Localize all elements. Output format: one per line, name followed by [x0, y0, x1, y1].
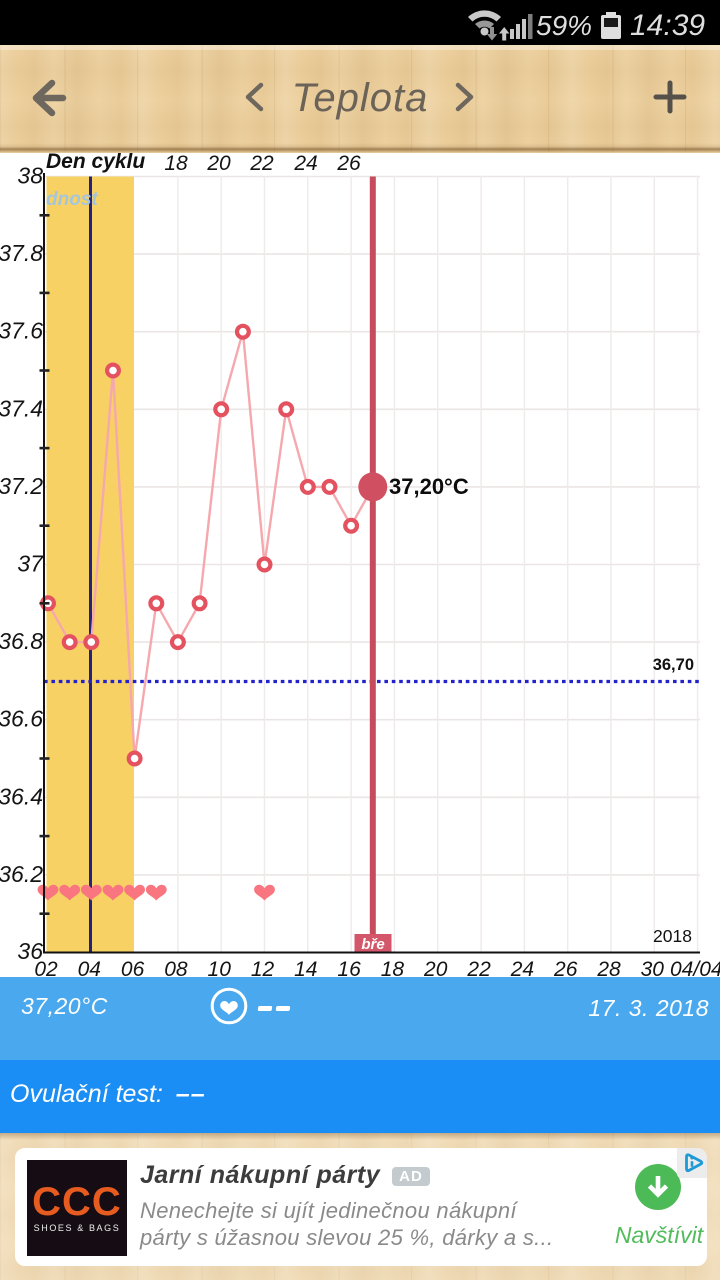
svg-text:37.6: 37.6 — [0, 318, 43, 344]
svg-text:18: 18 — [164, 153, 188, 175]
svg-text:59%: 59% — [536, 10, 592, 41]
svg-text:30: 30 — [641, 958, 665, 977]
svg-text:06: 06 — [121, 958, 145, 977]
svg-text:16: 16 — [337, 958, 361, 977]
svg-text:36,70: 36,70 — [653, 656, 694, 674]
svg-text:20: 20 — [206, 153, 231, 175]
svg-text:bře: bře — [361, 936, 384, 953]
svg-text:Teplota: Teplota — [292, 76, 429, 120]
svg-text:38: 38 — [17, 163, 43, 189]
svg-text:36: 36 — [17, 938, 43, 964]
svg-text:37.2: 37.2 — [0, 473, 43, 499]
svg-text:37.4: 37.4 — [0, 395, 43, 421]
svg-text:10: 10 — [208, 958, 232, 977]
svg-text:28: 28 — [596, 958, 621, 977]
svg-text:37: 37 — [17, 551, 44, 577]
svg-text:14: 14 — [294, 958, 317, 977]
svg-text:Den cyklu: Den cyklu — [46, 153, 145, 173]
svg-text:24: 24 — [293, 153, 317, 175]
svg-text:04/04: 04/04 — [670, 958, 720, 977]
svg-text:26: 26 — [336, 153, 361, 175]
svg-text:37.8: 37.8 — [0, 240, 43, 266]
svg-text:18: 18 — [381, 958, 405, 977]
svg-text:26: 26 — [553, 958, 578, 977]
svg-text:2018: 2018 — [653, 926, 692, 946]
svg-text:04: 04 — [78, 958, 101, 977]
svg-text:20: 20 — [423, 958, 448, 977]
svg-text:36.6: 36.6 — [0, 706, 43, 732]
svg-text:36.8: 36.8 — [0, 628, 43, 654]
svg-text:22: 22 — [249, 153, 274, 175]
svg-text:22: 22 — [466, 958, 491, 977]
svg-text:12: 12 — [251, 958, 275, 977]
svg-text:02: 02 — [34, 958, 58, 977]
svg-text:dnost: dnost — [46, 189, 98, 210]
svg-text:24: 24 — [510, 958, 534, 977]
svg-text:08: 08 — [164, 958, 188, 977]
svg-text:14:39: 14:39 — [630, 9, 705, 42]
svg-text:36.2: 36.2 — [0, 861, 43, 887]
svg-text:36.4: 36.4 — [0, 783, 43, 809]
svg-text:37,20°C: 37,20°C — [389, 474, 469, 499]
